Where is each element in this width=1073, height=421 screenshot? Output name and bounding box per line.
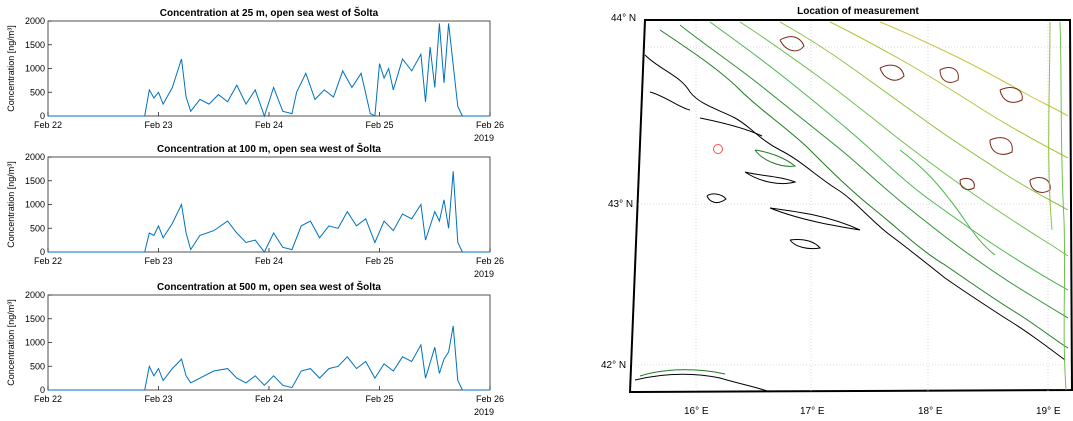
x-tick-label: Feb 23 [144, 120, 172, 130]
y-tick-label: 500 [30, 87, 45, 97]
y-tick-label: 1500 [25, 40, 45, 50]
y-tick-label: 2000 [25, 290, 45, 300]
x-tick-label: Feb 22 [34, 394, 62, 404]
x-year-label: 2019 [474, 407, 494, 417]
y-tick-label: 0 [40, 385, 45, 395]
concentration-series-line [48, 23, 490, 118]
y-tick-label: 1500 [25, 176, 45, 186]
plot-area [47, 294, 491, 391]
y-tick-label: 1000 [25, 338, 45, 348]
y-tick-label: 2000 [25, 152, 45, 162]
y-tick-label: 2000 [25, 16, 45, 26]
map-contours [634, 21, 1069, 393]
x-year-label: 2019 [474, 133, 494, 143]
y-tick-label: 1000 [25, 64, 45, 74]
y-axis-label: Concentration [ng/m³] [6, 25, 16, 112]
y-axis-label: Concentration [ng/m³] [6, 299, 16, 386]
x-tick-label: Feb 22 [34, 120, 62, 130]
chart-panel-500m: Concentration at 500 m, open sea west of… [6, 280, 504, 417]
lon-label-16: 16° E [684, 406, 709, 417]
x-tick-label: Feb 24 [255, 120, 283, 130]
y-tick-label: 500 [30, 361, 45, 371]
lon-label-19: 19° E [1036, 406, 1061, 417]
measurement-location-marker [713, 144, 723, 154]
x-tick-label: Feb 26 [476, 394, 504, 404]
y-tick-label: 0 [40, 111, 45, 121]
lon-label-18: 18° E [918, 406, 943, 417]
x-year-label: 2019 [474, 269, 494, 279]
x-tick-label: Feb 25 [365, 394, 393, 404]
concentration-series-line [48, 171, 490, 253]
chart-title: Concentration at 500 m, open sea west of… [157, 280, 381, 293]
x-tick-label: Feb 24 [255, 394, 283, 404]
lat-label-43: 43° N [608, 199, 633, 210]
chart-panel-25m: Concentration at 25 m, open sea west of … [6, 6, 504, 143]
y-tick-label: 1000 [25, 200, 45, 210]
map-panel: Location of measurement [601, 6, 1073, 417]
map-frame [628, 19, 1073, 394]
y-tick-label: 0 [40, 247, 45, 257]
x-tick-label: Feb 23 [144, 256, 172, 266]
map-graticule [632, 21, 1070, 391]
lon-label-17: 17° E [800, 406, 825, 417]
lat-label-42: 42° N [601, 360, 626, 371]
x-tick-label: Feb 24 [255, 256, 283, 266]
chart-title: Concentration at 25 m, open sea west of … [160, 6, 379, 19]
chart-title: Concentration at 100 m, open sea west of… [157, 142, 381, 155]
plot-area [47, 156, 491, 253]
y-axis-label: Concentration [ng/m³] [6, 161, 16, 248]
map-title: Location of measurement [797, 6, 919, 17]
x-tick-label: Feb 25 [365, 256, 393, 266]
x-tick-label: Feb 26 [476, 256, 504, 266]
x-tick-label: Feb 26 [476, 120, 504, 130]
x-tick-label: Feb 22 [34, 256, 62, 266]
chart-panel-100m: Concentration at 100 m, open sea west of… [6, 142, 504, 279]
y-tick-label: 500 [30, 223, 45, 233]
x-tick-label: Feb 23 [144, 394, 172, 404]
concentration-series-line [48, 325, 490, 391]
y-tick-label: 1500 [25, 314, 45, 324]
x-tick-label: Feb 25 [365, 120, 393, 130]
lat-label-44: 44° N [611, 13, 636, 24]
